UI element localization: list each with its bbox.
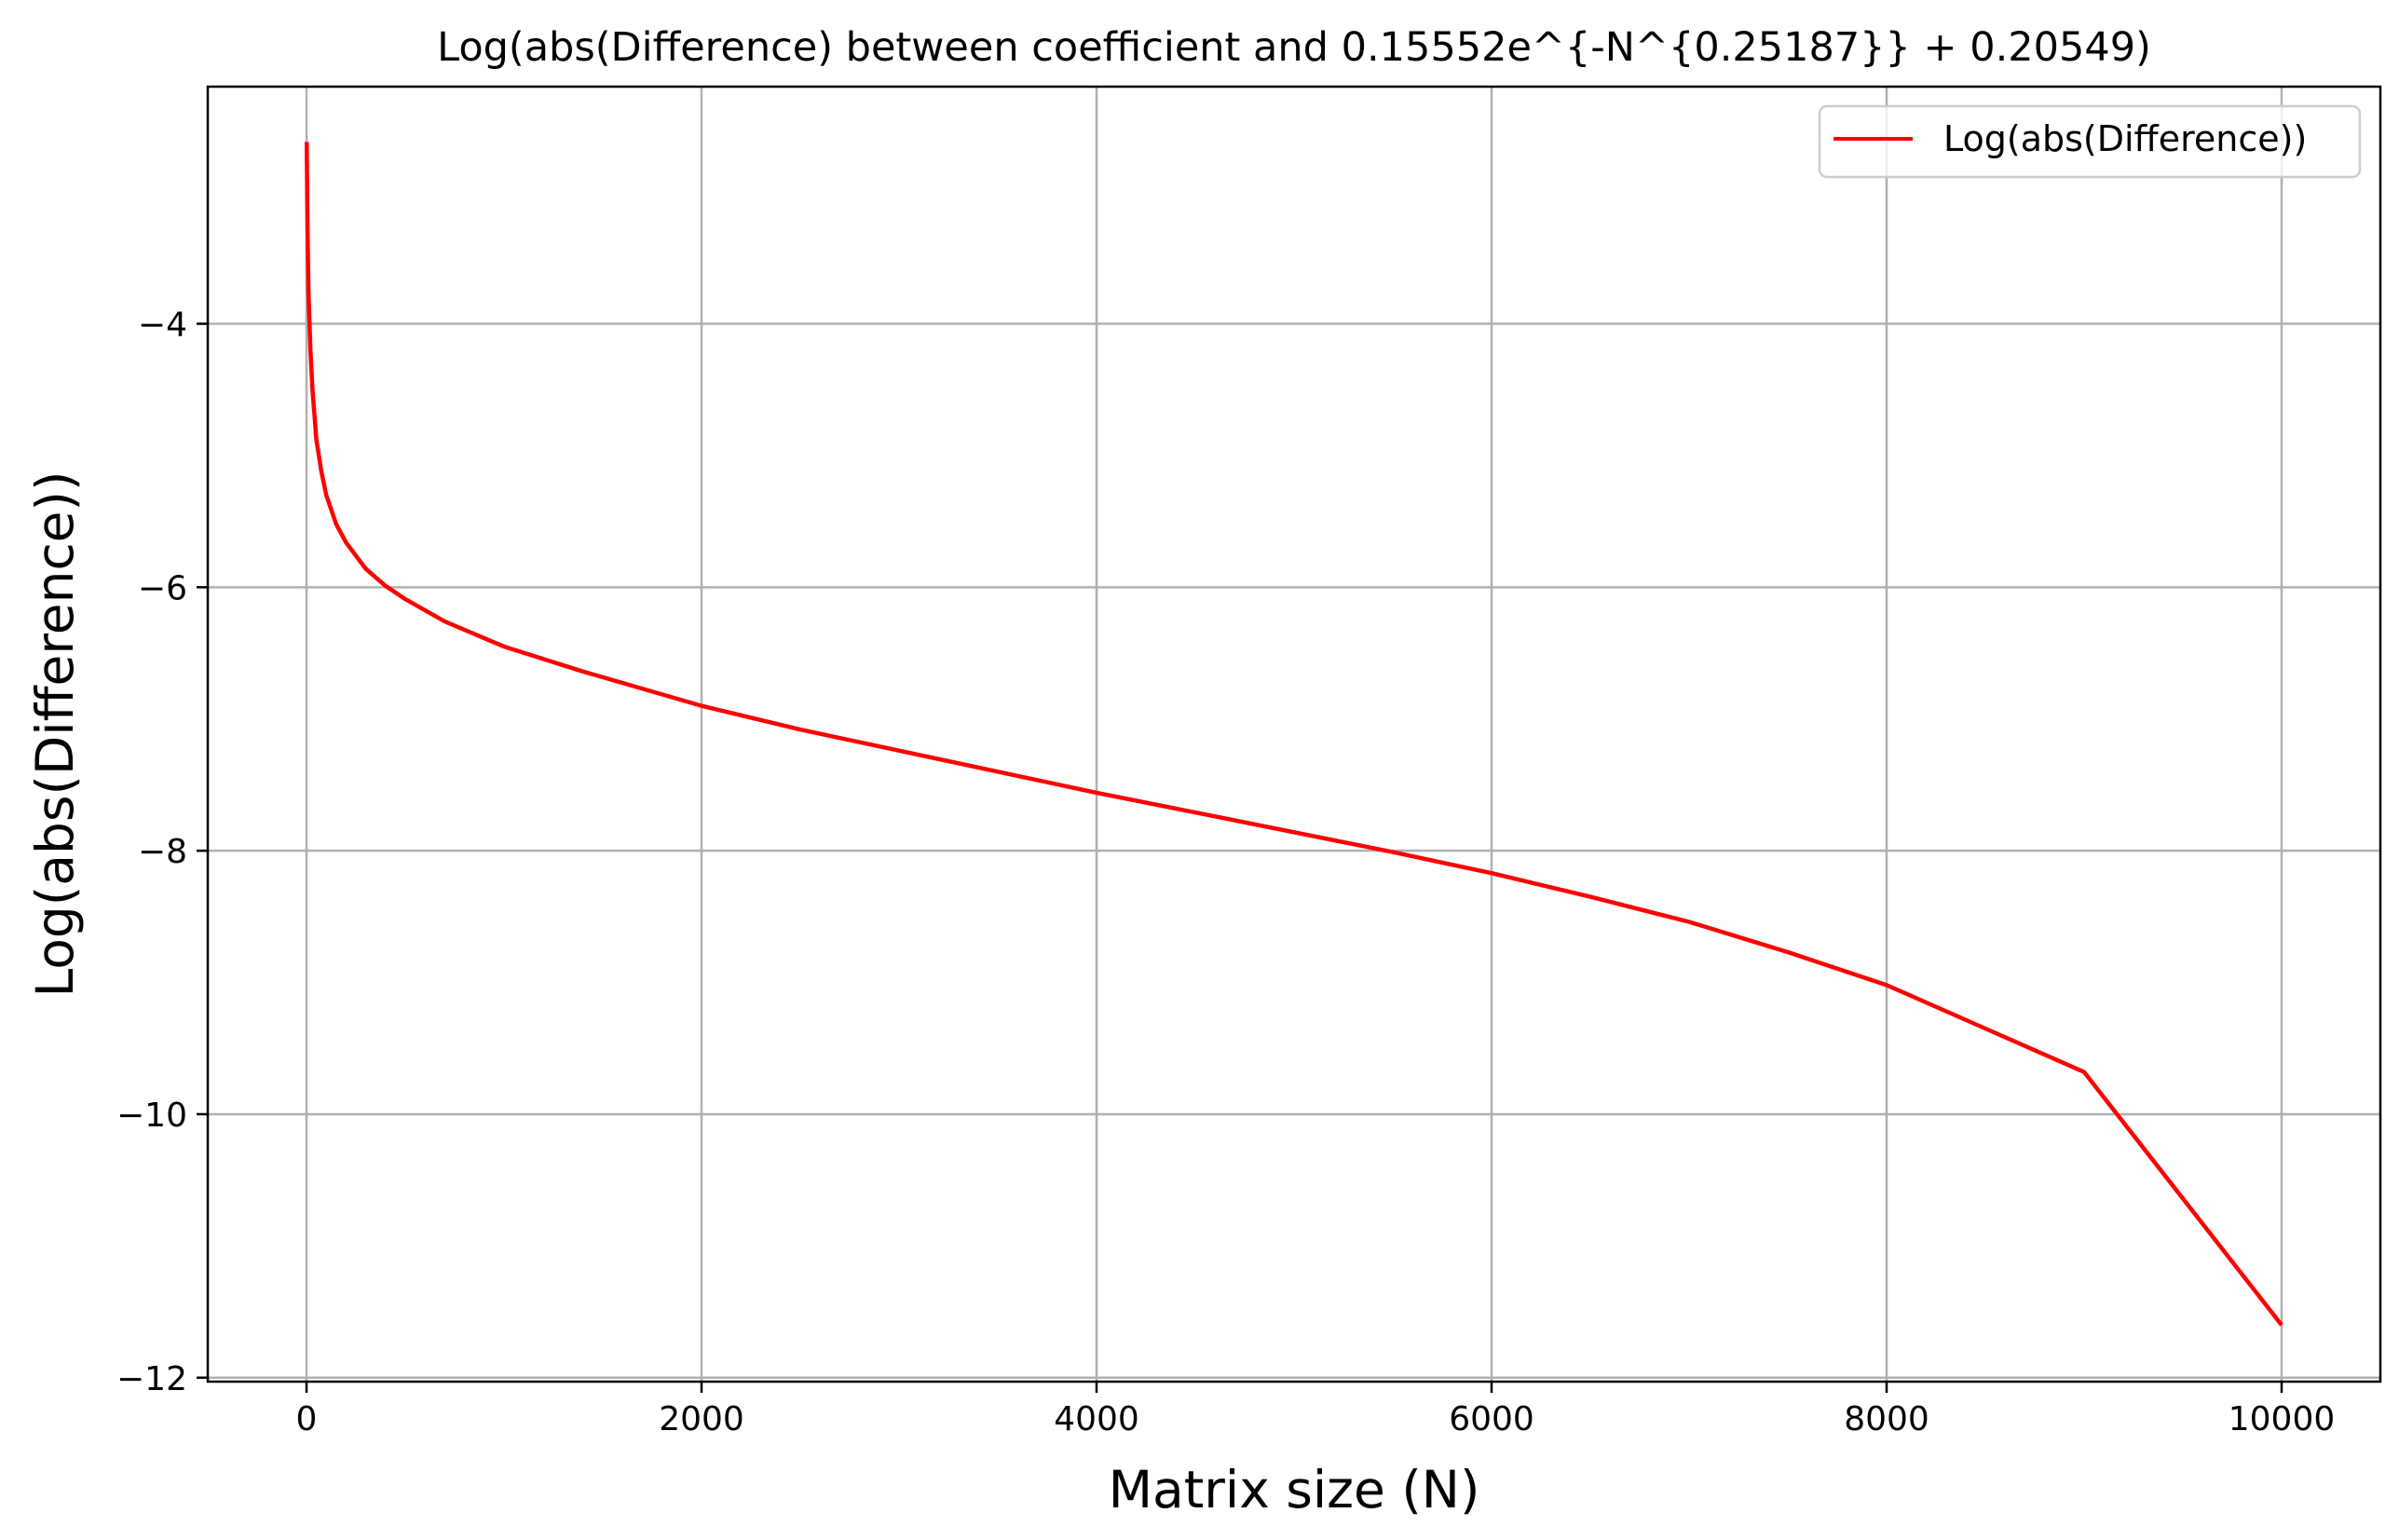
ticks: 0 2000 4000 6000 8000 10000 −12 −10 −8 −6 −4 — [116, 307, 2335, 1438]
x-tick-label: 6000 — [1449, 1400, 1534, 1438]
legend-box — [1818, 104, 2362, 179]
plot-area — [208, 87, 2380, 1382]
series-layer — [304, 142, 2283, 1327]
y-axis-label: Log(abs(Difference)) — [25, 471, 85, 998]
y-tick-label: −10 — [116, 1097, 187, 1135]
series-line — [304, 142, 2283, 1327]
x-axis-label: Matrix size (N) — [1109, 1460, 1480, 1520]
legend-label: Log(abs(Difference)) — [1943, 118, 2307, 159]
x-tick-label: 4000 — [1054, 1400, 1139, 1438]
axes-frame — [206, 85, 2382, 1383]
y-tick-label: −8 — [138, 833, 187, 871]
y-tick-label: −12 — [116, 1360, 187, 1398]
chart-title: Log(abs(Difference) between coefficient … — [437, 24, 2151, 71]
x-tick-label: 2000 — [659, 1400, 744, 1438]
x-tick-label: 8000 — [1844, 1400, 1929, 1438]
y-tick-label: −6 — [138, 569, 187, 607]
x-tick-label: 10000 — [2229, 1400, 2336, 1438]
grid — [208, 87, 2380, 1382]
x-tick-label: 0 — [296, 1400, 318, 1438]
y-tick-label: −4 — [138, 307, 187, 345]
legend: Log(abs(Difference)) — [1818, 104, 2362, 179]
